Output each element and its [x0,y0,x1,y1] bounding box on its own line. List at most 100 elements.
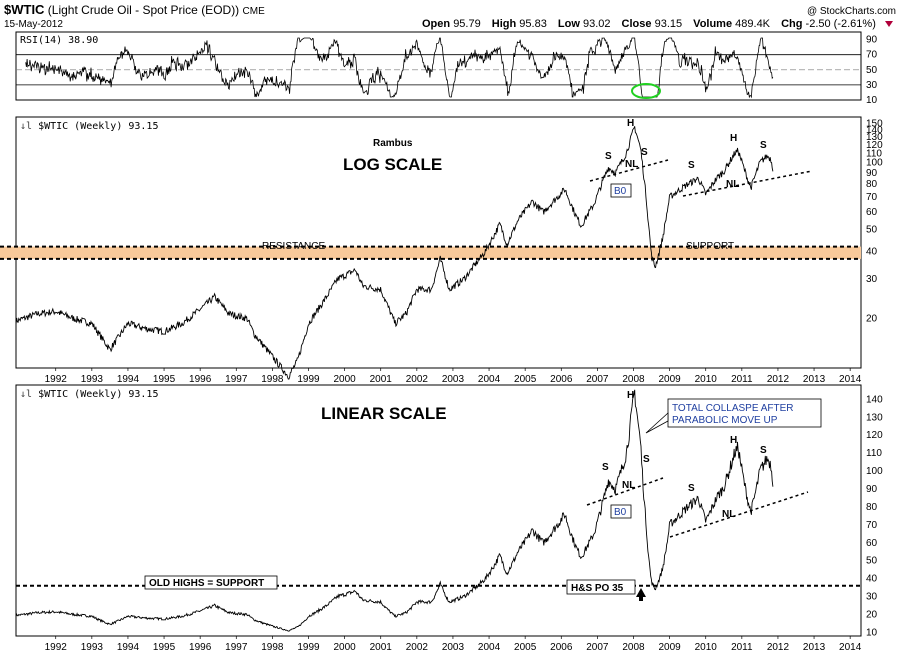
linear-ytick-140: 140 [866,394,883,405]
header-symbol: $WTIC (Light Crude Oil - Spot Price (EOD… [4,2,265,17]
log-neckline-label-1: NL [625,159,638,170]
author-label: Rambus [373,138,413,149]
log-xtick-1996: 1996 [189,374,212,385]
linear-right-shoulder-1: S [643,454,650,465]
log-xtick-2005: 2005 [514,374,537,385]
linear-panel-frame [15,384,862,637]
log-xtick-2010: 2010 [695,374,718,385]
old-highs-box [144,575,278,590]
linear-xtick-1997: 1997 [225,642,248,650]
linear-left-shoulder-2: S [688,483,695,494]
linear-ytick-80: 80 [866,502,878,513]
linear-legend: ↓l $WTIC (Weekly) 93.15 [20,389,158,400]
log-neckline-label-2: NL [726,179,739,190]
log-panel-frame [15,116,862,369]
log-ytick-130: 130 [866,132,883,143]
log-neckline-2 [682,170,813,197]
rsi-tick-70: 70 [866,50,878,61]
linear-xtick-2012: 2012 [767,642,790,650]
log-ytick-140: 140 [866,125,883,136]
log-head-1: H [627,118,634,129]
log-xtick-2001: 2001 [370,374,393,385]
log-scale-title: LOG SCALE [343,155,442,174]
linear-xtick-2001: 2001 [370,642,393,650]
linear-ytick-110: 110 [866,448,882,459]
log-xtick-2009: 2009 [658,374,681,385]
linear-xtick-1995: 1995 [153,642,176,650]
linear-price-line [15,389,774,632]
linear-neckline-label-1: NL [622,480,635,491]
log-xtick-1994: 1994 [117,374,140,385]
linear-xtick-1999: 1999 [297,642,320,650]
header-ohlc: Open 95.79 High 95.83 Low 93.02 Close 93… [422,18,876,30]
linear-xtick-2000: 2000 [333,642,356,650]
linear-xtick-1993: 1993 [81,642,104,650]
log-ytick-150: 150 [866,118,883,129]
log-xtick-1992: 1992 [45,374,68,385]
log-xtick-1997: 1997 [225,374,248,385]
log-xtick-2006: 2006 [550,374,573,385]
linear-neckline-label-2: NL [722,509,735,520]
linear-right-shoulder-2: S [760,445,767,456]
linear-neckline-1 [586,477,664,506]
log-ytick-110: 110 [866,148,882,159]
linear-xtick-2013: 2013 [803,642,826,650]
linear-xtick-1994: 1994 [117,642,140,650]
log-xtick-2004: 2004 [478,374,501,385]
rsi-tick-30: 30 [866,80,878,91]
log-ytick-50: 50 [866,225,878,236]
old-highs-label: OLD HIGHS = SUPPORT [149,578,264,589]
linear-xtick-2006: 2006 [550,642,573,650]
linear-ytick-130: 130 [866,412,883,423]
linear-ytick-50: 50 [866,556,878,567]
log-ytick-100: 100 [866,158,883,169]
log-ytick-60: 60 [866,207,878,218]
linear-ytick-100: 100 [866,466,883,477]
linear-xtick-2010: 2010 [695,642,718,650]
rsi-oversold-circle [631,83,661,99]
log-xtick-2014: 2014 [839,374,862,385]
collapse-note-line1: TOTAL COLLASPE AFTER [672,403,794,414]
linear-breakout-label: B0 [614,507,627,518]
linear-head-1: H [627,390,634,401]
collapse-note-line2: PARABOLIC MOVE UP [672,415,778,426]
linear-left-shoulder-1: S [602,462,609,473]
log-xtick-2007: 2007 [586,374,609,385]
log-xtick-1999: 1999 [297,374,320,385]
log-xtick-2013: 2013 [803,374,826,385]
linear-x-ticks: 1992 1993 1994 1995 1996 1997 1998 1999 2000 2001… [45,636,862,650]
log-xtick-2003: 2003 [442,374,465,385]
log-xtick-2000: 2000 [333,374,356,385]
linear-neckline-2 [669,491,809,538]
linear-y-tick-labels: 10 20 30 40 50 60 70 80 90 100 110 120 130 140 [866,394,883,638]
linear-ytick-40: 40 [866,574,878,585]
log-breakout-label: B0 [614,186,627,197]
rsi-panel-frame [15,31,862,101]
log-legend: ↓l $WTIC (Weekly) 93.15 [20,121,158,132]
log-ytick-20: 20 [866,314,878,325]
linear-ytick-20: 20 [866,609,878,620]
linear-xtick-2014: 2014 [839,642,862,650]
log-ytick-80: 80 [866,179,878,190]
rsi-tick-90: 90 [866,35,878,46]
linear-xtick-2004: 2004 [478,642,501,650]
linear-xtick-1992: 1992 [45,642,68,650]
linear-ytick-60: 60 [866,538,878,549]
resistance-support-band [0,246,861,259]
linear-ytick-90: 90 [866,484,878,495]
linear-breakout-box [610,504,632,519]
log-x-ticks: 1992 1993 1994 1995 1996 1997 1998 1999 2000 2001… [45,368,862,385]
log-xtick-2002: 2002 [406,374,429,385]
linear-xtick-1996: 1996 [189,642,212,650]
rsi-title: RSI(14) 38.90 [20,35,98,46]
rsi-tick-10: 10 [866,95,878,106]
collapse-note-pointer [645,412,669,434]
log-left-shoulder-1: S [605,151,612,162]
header-date: 15-May-2012 [4,19,63,30]
log-right-shoulder-1: S [641,147,648,158]
log-ytick-70: 70 [866,192,878,203]
linear-xtick-2003: 2003 [442,642,465,650]
